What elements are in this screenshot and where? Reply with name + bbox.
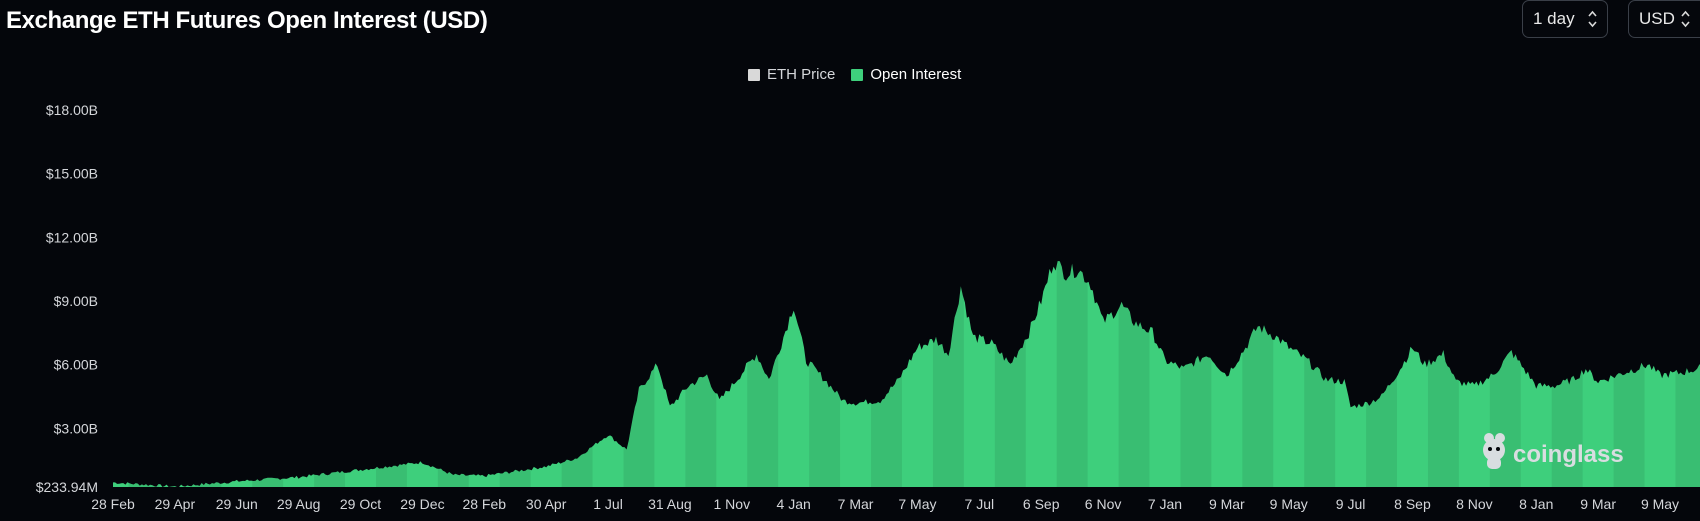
coinglass-watermark: coinglass [1483, 433, 1624, 469]
x-tick-label: 8 Jan [1519, 496, 1553, 512]
interval-select[interactable]: 1 day [1522, 0, 1608, 38]
y-tick-label: $18.00B [46, 102, 98, 118]
x-tick-label: 9 Jul [1336, 496, 1366, 512]
currency-select[interactable]: USD [1628, 0, 1700, 38]
x-tick-label: 28 Feb [91, 496, 135, 512]
legend-item-open-interest[interactable]: Open Interest [851, 66, 961, 83]
x-tick-label: 7 Jan [1148, 496, 1182, 512]
x-tick-label: 9 May [1270, 496, 1308, 512]
y-tick-label: $15.00B [46, 166, 98, 182]
y-tick-label: $3.00B [54, 420, 98, 436]
watermark-text: coinglass [1513, 441, 1624, 468]
x-tick-label: 8 Sep [1394, 496, 1431, 512]
legend-item-eth-price[interactable]: ETH Price [748, 66, 835, 83]
x-tick-label: 8 Nov [1456, 496, 1493, 512]
x-tick-label: 29 Apr [155, 496, 196, 512]
y-tick-label: $6.00B [54, 357, 98, 373]
y-tick-label: $233.94M [36, 479, 98, 495]
x-tick-label: 9 May [1641, 496, 1679, 512]
y-tick-label: $12.00B [46, 229, 98, 245]
chevron-updown-icon [1681, 10, 1690, 28]
x-tick-label: 31 Aug [648, 496, 692, 512]
x-tick-label: 28 Feb [462, 496, 506, 512]
x-tick-label: 9 Mar [1580, 496, 1616, 512]
open-interest-area[interactable] [113, 80, 1700, 487]
x-tick-label: 6 Nov [1085, 496, 1122, 512]
currency-value: USD [1639, 9, 1675, 28]
y-axis: $233.94M $3.00B $6.00B $9.00B $12.00B $15.00B… [36, 102, 98, 495]
x-tick-label: 29 Oct [340, 496, 381, 512]
open-interest-series-area[interactable] [113, 172, 1700, 488]
x-tick-label: 30 Apr [526, 496, 567, 512]
x-tick-label: 29 Aug [277, 496, 321, 512]
chart-legend: ETH Price Open Interest [748, 66, 977, 83]
x-tick-label: 7 Mar [838, 496, 874, 512]
x-tick-label: 7 Jul [965, 496, 995, 512]
x-tick-label: 7 May [898, 496, 936, 512]
legend-swatch-eth-price [748, 68, 760, 81]
legend-label-eth-price: ETH Price [767, 66, 836, 83]
page-title: Exchange ETH Futures Open Interest (USD) [6, 7, 488, 34]
x-tick-label: 1 Nov [714, 496, 751, 512]
x-tick-label: 29 Dec [400, 496, 444, 512]
chevron-updown-icon [1588, 10, 1597, 28]
x-tick-label: 9 Mar [1209, 496, 1245, 512]
x-tick-label: 29 Jun [216, 496, 258, 512]
x-tick-label: 4 Jan [777, 496, 811, 512]
legend-swatch-open-interest [851, 68, 864, 81]
x-tick-label: 1 Jul [593, 496, 623, 512]
legend-label-open-interest: Open Interest [870, 66, 962, 83]
coinglass-logo-icon [1483, 433, 1505, 469]
x-axis: 28 Feb 29 Apr 29 Jun 29 Aug 29 Oct 29 Dec 28 F… [91, 496, 1679, 512]
y-tick-label: $9.00B [54, 293, 98, 309]
x-tick-label: 6 Sep [1023, 496, 1060, 512]
interval-value: 1 day [1533, 9, 1575, 28]
